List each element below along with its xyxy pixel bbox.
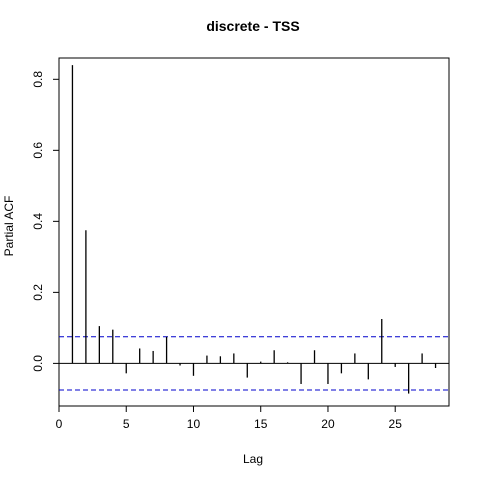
y-axis: 0.0 0.2 0.4 0.6 0.8 bbox=[31, 71, 59, 372]
x-tick-label-5: 5 bbox=[123, 417, 130, 431]
x-tick-label-15: 15 bbox=[254, 417, 268, 431]
x-axis: 0 5 10 15 20 25 bbox=[56, 406, 403, 431]
y-axis-label: Partial ACF bbox=[2, 196, 16, 257]
y-tick-label-0.6: 0.6 bbox=[31, 142, 45, 159]
x-tick-label-25: 25 bbox=[389, 417, 403, 431]
plot-area bbox=[59, 65, 449, 394]
plot-frame bbox=[58, 57, 450, 407]
y-tick-label-0.2: 0.2 bbox=[31, 284, 45, 301]
y-tick-label-0.8: 0.8 bbox=[31, 71, 45, 88]
y-tick-label-0.4: 0.4 bbox=[31, 213, 45, 230]
x-tick-label-10: 10 bbox=[187, 417, 201, 431]
x-tick-label-0: 0 bbox=[56, 417, 63, 431]
x-axis-label: Lag bbox=[243, 452, 263, 466]
x-tick-label-20: 20 bbox=[321, 417, 335, 431]
chart-title: discrete - TSS bbox=[206, 18, 299, 34]
y-tick-label-0.0: 0.0 bbox=[31, 355, 45, 372]
